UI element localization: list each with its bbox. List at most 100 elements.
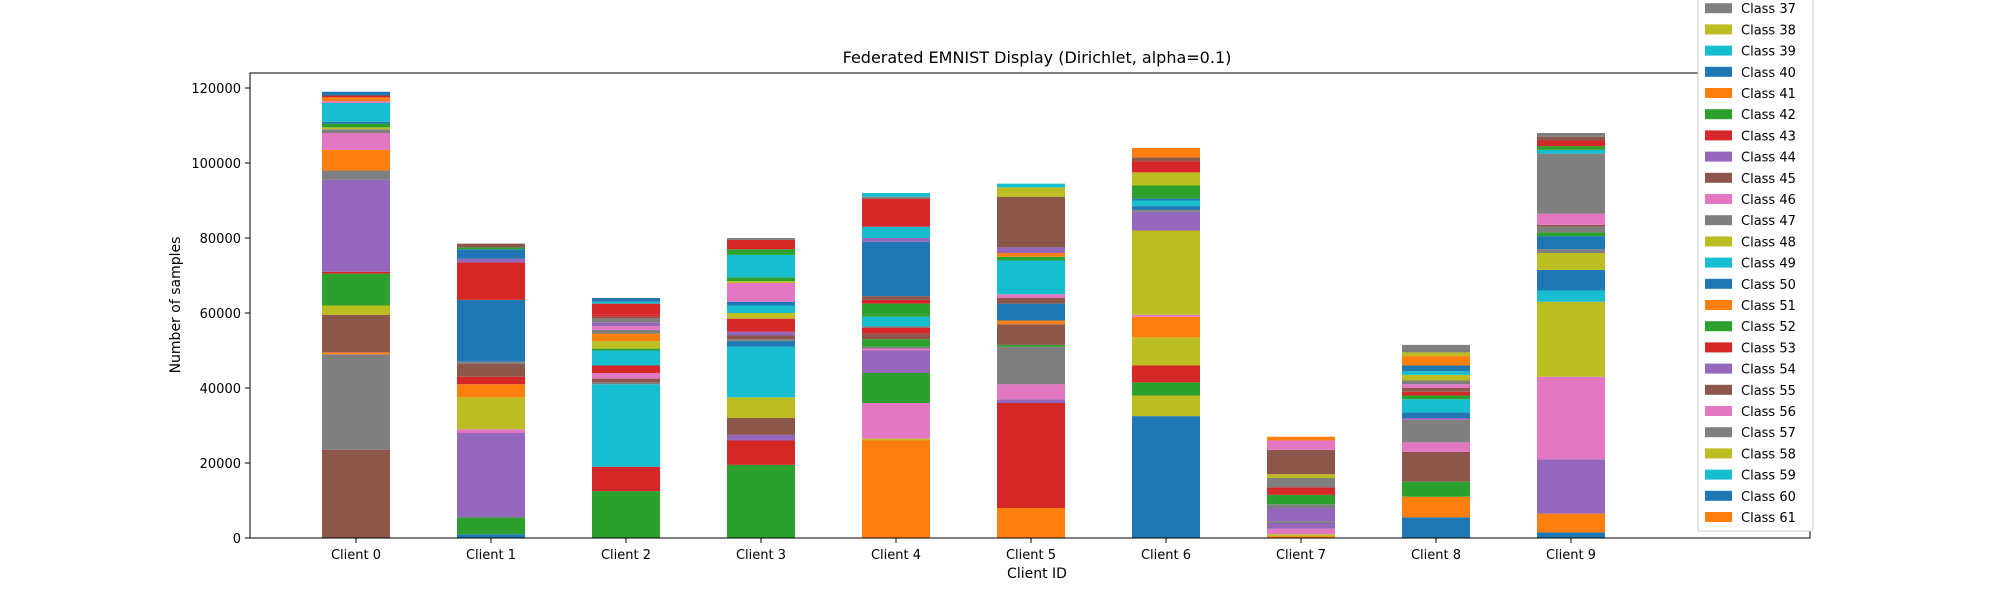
bar-segment [1537,140,1605,147]
bar-segment [1537,136,1605,141]
bar-segment [1267,436,1335,441]
legend-swatch [1705,490,1732,501]
bar-segment [592,341,660,349]
bar-segment [457,376,525,385]
bar-segment [862,326,930,328]
bar-segment [1537,226,1605,233]
bar-segment [592,365,660,373]
bar-segment [1132,382,1200,396]
bar-segment [1267,528,1335,535]
bar-segment [1132,157,1200,162]
bar-segment [457,361,525,364]
legend-label: Class 41 [1741,87,1796,102]
legend-label: Class 57 [1741,426,1796,441]
bar-segment [1537,153,1605,214]
bar-segment [727,331,795,336]
bar-segment [997,187,1065,197]
bar-segment [1537,213,1605,225]
bar-segment [727,238,795,240]
legend-swatch [1705,257,1732,268]
bar-segment [1267,494,1335,505]
legend-label: Class 58 [1741,447,1796,462]
legend-label: Class 61 [1741,511,1796,526]
bar-segment [727,418,795,435]
bar-segment [322,121,390,124]
bar-segment [727,335,795,340]
legend-swatch [1705,342,1732,353]
bar-segment [457,384,525,398]
bar-segment [322,449,390,538]
bar-segment [1537,149,1605,154]
bar-segment [1402,451,1470,482]
x-tick-label: Client 2 [601,548,651,563]
bar-segment [862,238,930,242]
legend: Class 37 Class 38 Class 39 Class 40 Class 41… [1697,0,1814,532]
bar-stack-6 [1132,148,1200,538]
bar-segment [457,299,525,362]
bar-stack-0 [322,91,390,538]
bar-stack-1 [457,243,525,538]
bar-segment [592,322,660,327]
bar-segment [457,247,525,250]
y-axis-title: Number of samples [168,237,184,374]
bar-segment [1402,412,1470,418]
bar-segment [592,303,660,315]
bar-segment [727,283,795,302]
y-tick-label: 60000 [200,307,241,322]
bar-segment [1402,352,1470,357]
bar-segment [997,253,1065,257]
bar-segment [1537,269,1605,291]
bar-segment [727,339,795,342]
bar-segment [727,341,795,347]
bar-segment [592,333,660,342]
bar-segment [457,262,525,300]
bar-segment [1267,440,1335,450]
y-axis: 0 20000 40000 60000 80000 100000 120000 [191,82,250,547]
bar-segment [592,348,660,351]
bar-segment [592,318,660,323]
bar-segment [727,346,795,398]
bar-segment [1132,185,1200,199]
legend-swatch [1705,45,1732,56]
bar-segment [862,196,930,199]
bar-segment [862,339,930,347]
legend-label: Class 40 [1741,66,1796,81]
legend-label: Class 56 [1741,405,1796,420]
bar-segment [1537,513,1605,533]
bar-segment [322,352,390,355]
bar-segment [457,425,525,430]
bar-segment [592,466,660,492]
legend-label: Class 54 [1741,363,1796,378]
bar-segment [322,91,390,96]
bar-segment [862,350,930,373]
bar-segment [457,517,525,535]
y-tick-label: 40000 [200,382,241,397]
legend-label: Class 39 [1741,45,1796,60]
legend-swatch [1705,363,1732,374]
bar-segment [1132,230,1200,315]
bar-segment [1402,388,1470,392]
bar-segment [727,440,795,465]
legend-swatch [1705,236,1732,247]
bar-segment [322,271,390,274]
bar-segment [592,350,660,366]
legend-swatch [1705,321,1732,332]
bar-segment [1132,198,1200,201]
legend-label: Class 43 [1741,129,1796,144]
legend-swatch [1705,3,1732,14]
bar-segment [1537,224,1605,227]
bar-segment [1402,344,1470,353]
bar-segment [997,403,1065,508]
legend-swatch [1705,406,1732,416]
bar-segment [1537,236,1605,250]
legend-swatch [1705,215,1732,226]
bar-segment [1267,504,1335,508]
legend-swatch [1705,448,1732,459]
bar-segment [1402,442,1470,452]
bar-segment [592,384,660,467]
bar-stack-7 [1267,436,1335,538]
bar-segment [862,299,930,304]
bar-segment [1132,209,1200,212]
legend-label: Class 52 [1741,320,1796,335]
bar-segment [1267,487,1335,495]
